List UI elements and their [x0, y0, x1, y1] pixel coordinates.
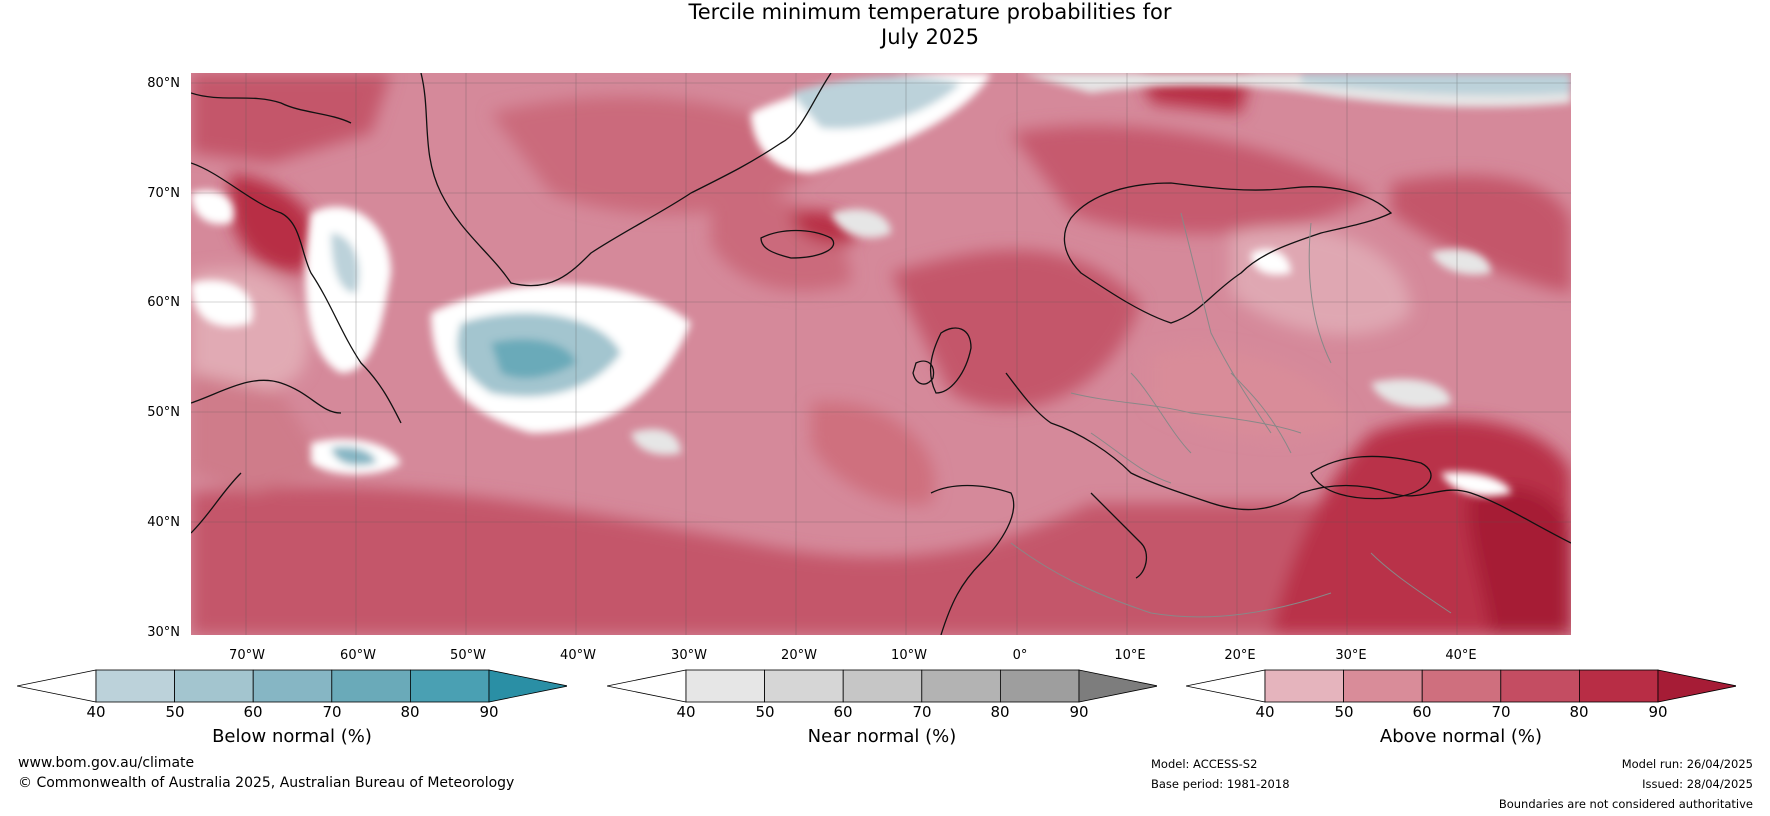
- lon-label-10e: 10°E: [1114, 648, 1146, 663]
- colorbar-near-normal: [606, 668, 1159, 704]
- lat-label-70n: 70°N: [147, 186, 180, 201]
- colorbar-near-normal-graphic: [606, 669, 1159, 703]
- below-tick-50: 50: [165, 703, 185, 721]
- below-tick-70: 70: [322, 703, 342, 721]
- colorbar-segment: [174, 669, 254, 703]
- near-normal-label: Near normal (%): [807, 726, 957, 747]
- colorbar-segment: [921, 669, 1001, 703]
- colorbar-segment: [685, 669, 765, 703]
- colorbar-segment: [999, 669, 1080, 703]
- colorbar-segment: [1264, 669, 1344, 703]
- map-canvas: [191, 73, 1571, 635]
- colorbar-extend-low: [1185, 669, 1266, 703]
- colorbar-extend-low: [606, 669, 687, 703]
- lat-label-40n: 40°N: [147, 515, 180, 530]
- model-run-text: Model run: 26/04/2025: [1621, 757, 1753, 771]
- above-tick-60: 60: [1412, 703, 1432, 721]
- colorbar-extend-high: [488, 669, 569, 703]
- below-tick-40: 40: [86, 703, 106, 721]
- below-tick-60: 60: [243, 703, 263, 721]
- lat-label-60n: 60°N: [147, 295, 180, 310]
- near-tick-60: 60: [833, 703, 853, 721]
- above-tick-80: 80: [1569, 703, 1589, 721]
- colorbar-below-normal: [16, 668, 569, 704]
- near-tick-80: 80: [990, 703, 1010, 721]
- lat-label-30n: 30°N: [147, 625, 180, 640]
- lon-label-40e: 40°E: [1445, 648, 1477, 663]
- model-text: Model: ACCESS-S2: [1151, 757, 1258, 771]
- below-near-normal-areas: [191, 73, 1571, 497]
- colorbar-segment: [331, 669, 411, 703]
- lon-label-20e: 20°E: [1224, 648, 1256, 663]
- colorbar-extend-high: [1078, 669, 1159, 703]
- title-line-2: July 2025: [881, 25, 979, 49]
- above-tick-40: 40: [1255, 703, 1275, 721]
- lat-label-80n: 80°N: [147, 76, 180, 91]
- lon-label-30e: 30°E: [1335, 648, 1367, 663]
- near-tick-70: 70: [912, 703, 932, 721]
- below-tick-80: 80: [400, 703, 420, 721]
- below-tick-90: 90: [479, 703, 499, 721]
- near-tick-40: 40: [676, 703, 696, 721]
- lon-label-50w: 50°W: [450, 648, 486, 663]
- lon-label-40w: 40°W: [560, 648, 596, 663]
- colorbar-segment: [252, 669, 333, 703]
- colorbar-segment: [842, 669, 923, 703]
- lon-label-30w: 30°W: [671, 648, 707, 663]
- graticule: [191, 73, 1571, 635]
- above-tick-50: 50: [1334, 703, 1354, 721]
- probability-map: [191, 73, 1571, 635]
- colorbar-segment: [1343, 669, 1423, 703]
- colorbar-segment: [1421, 669, 1502, 703]
- colorbar-below-normal-graphic: [16, 669, 569, 703]
- above-normal-label: Above normal (%): [1379, 726, 1543, 747]
- coastlines: [191, 73, 1571, 635]
- lon-label-70w: 70°W: [229, 648, 265, 663]
- base-period-text: Base period: 1981-2018: [1151, 777, 1290, 791]
- lon-label-10w: 10°W: [891, 648, 927, 663]
- above-tick-90: 90: [1648, 703, 1668, 721]
- issued-text: Issued: 28/04/2025: [1642, 777, 1753, 791]
- lon-label-20w: 20°W: [781, 648, 817, 663]
- above-tick-70: 70: [1491, 703, 1511, 721]
- country-borders: [1010, 212, 1452, 618]
- colorbar-segment: [764, 669, 844, 703]
- colorbar-segment: [95, 669, 175, 703]
- colorbar-segment: [1578, 669, 1659, 703]
- colorbar-above-normal: [1185, 668, 1738, 704]
- title-line-1: Tercile minimum temperature probabilitie…: [688, 0, 1172, 24]
- probability-field: [191, 73, 1571, 635]
- website-link[interactable]: www.bom.gov.au/climate: [18, 755, 195, 771]
- near-tick-90: 90: [1069, 703, 1089, 721]
- lat-label-50n: 50°N: [147, 405, 180, 420]
- copyright-text: © Commonwealth of Australia 2025, Austra…: [18, 775, 515, 791]
- below-normal-label: Below normal (%): [212, 726, 372, 747]
- map-title: Tercile minimum temperature probabilitie…: [0, 0, 1770, 50]
- colorbar-segment: [409, 669, 490, 703]
- colorbar-segment: [1500, 669, 1580, 703]
- colorbar-extend-high: [1657, 669, 1738, 703]
- lon-label-0: 0°: [1012, 648, 1028, 663]
- near-tick-50: 50: [755, 703, 775, 721]
- lon-label-60w: 60°W: [340, 648, 376, 663]
- disclaimer-text: Boundaries are not considered authoritat…: [1498, 797, 1753, 811]
- colorbar-above-normal-graphic: [1185, 669, 1738, 703]
- colorbar-extend-low: [16, 669, 97, 703]
